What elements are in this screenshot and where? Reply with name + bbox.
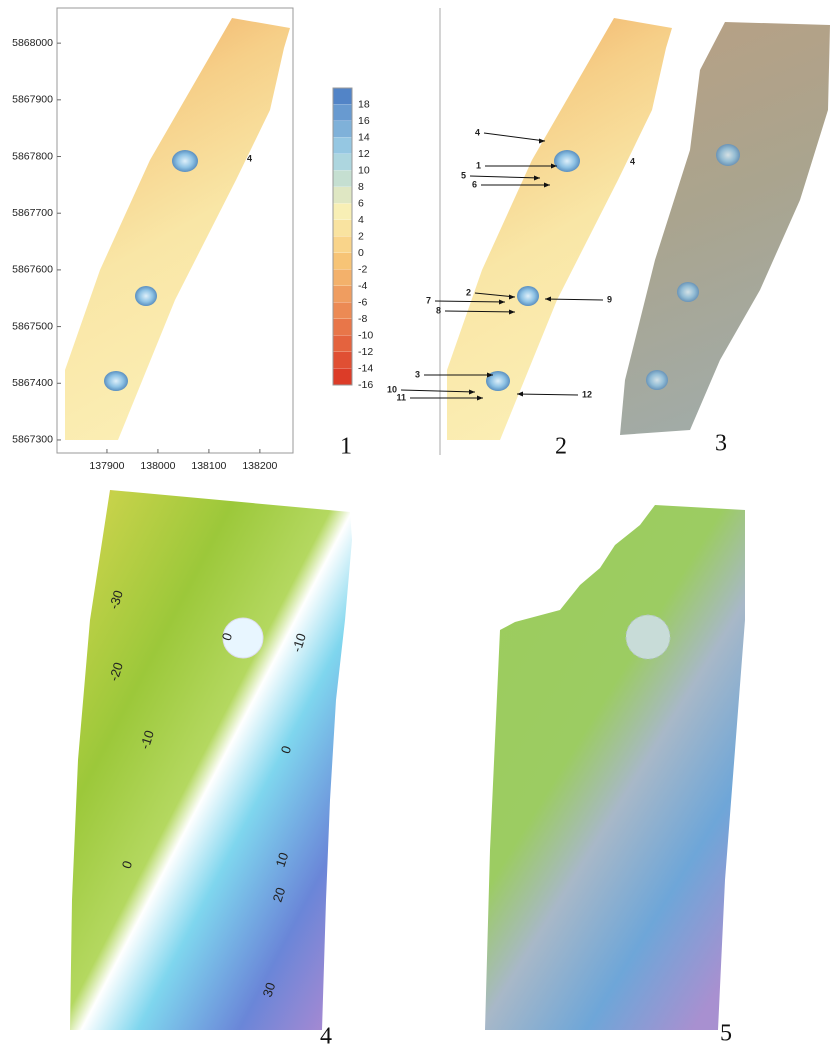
crater [104,371,128,391]
annotation: 10 [387,384,397,394]
color-band [333,352,352,369]
annotation: 4 [630,156,635,166]
color-band [333,171,352,188]
colorbar-label: 6 [358,197,364,209]
annotation: 4 [475,127,480,137]
crater [135,286,157,306]
colorbar-label: -2 [358,263,367,275]
color-band [333,237,352,254]
annotation: 11 [396,392,406,402]
annotation: 4 [247,153,252,163]
panel-label: 3 [715,431,727,457]
color-band [333,303,352,320]
y-tick-label: 5867400 [12,377,53,389]
annotation: 3 [415,369,420,379]
color-band [333,319,352,336]
x-tick-label: 138200 [242,460,277,472]
arrow [517,394,578,395]
y-tick-label: 5867300 [12,434,53,446]
crater [554,150,580,172]
y-tick-label: 5867700 [12,207,53,219]
colorbar-label: -10 [358,329,373,341]
panel-label: 5 [720,1021,732,1047]
crater [646,370,668,390]
crater [172,150,198,172]
color-band [333,121,352,138]
y-tick-label: 5868000 [12,37,53,49]
y-tick-label: 5867800 [12,150,53,162]
crater [626,615,670,659]
annotation: 2 [466,287,471,297]
panel-label: 2 [555,434,567,460]
figure: 4 58680005867900586780058677005867600586… [0,0,832,1049]
panel-label: 1 [340,434,352,460]
colorbar-label: -8 [358,313,367,325]
annotation: 12 [582,389,592,399]
color-band [333,138,352,155]
colorbar-label: 16 [358,115,370,127]
x-tick-label: 137900 [89,460,124,472]
crater [517,286,539,306]
x-tick-label: 138100 [191,460,226,472]
colorbar-label: 14 [358,131,370,143]
colorbar-label: 2 [358,230,364,242]
annotation: 6 [472,179,477,189]
crater [716,144,740,166]
annotation: 5 [461,170,466,180]
colorbar-label: 4 [358,214,364,226]
color-band [333,187,352,204]
colorbar-label: -4 [358,280,367,292]
elevation-map [70,490,352,1030]
colorbar: 18 16 14 12 10 8 6 4 2 0 -2 -4 -6 -8 -10 -12 -14 -16 [333,88,373,391]
x-tick-label: 138000 [140,460,175,472]
colorbar-label: 10 [358,164,370,176]
colorbar-label: 12 [358,148,370,160]
y-tick-label: 5867500 [12,320,53,332]
colorbar-label: -16 [358,379,373,391]
annotation: 8 [436,305,441,315]
panel-label: 4 [320,1024,332,1050]
y-tick-label: 5867900 [12,94,53,106]
colorbar-label: 0 [358,247,364,259]
color-band [333,270,352,287]
color-band [333,88,352,105]
y-tick-label: 5867600 [12,264,53,276]
color-band [333,253,352,270]
color-band [333,369,352,386]
colorbar-label: -6 [358,296,367,308]
color-band [333,220,352,237]
color-band [333,336,352,353]
annotation: 1 [476,160,481,170]
annotation: 7 [426,295,431,305]
annotation: 9 [607,294,612,304]
arrow [484,133,545,141]
color-band [333,154,352,171]
colorbar-label: -14 [358,362,373,374]
orthophoto [485,505,745,1030]
color-band [333,105,352,122]
colorbar-label: 18 [358,98,370,110]
colorbar-label: 8 [358,181,364,193]
color-band [333,204,352,221]
color-band [333,286,352,303]
crater [677,282,699,302]
elevation-map [65,18,290,440]
colorbar-label: -12 [358,346,373,358]
